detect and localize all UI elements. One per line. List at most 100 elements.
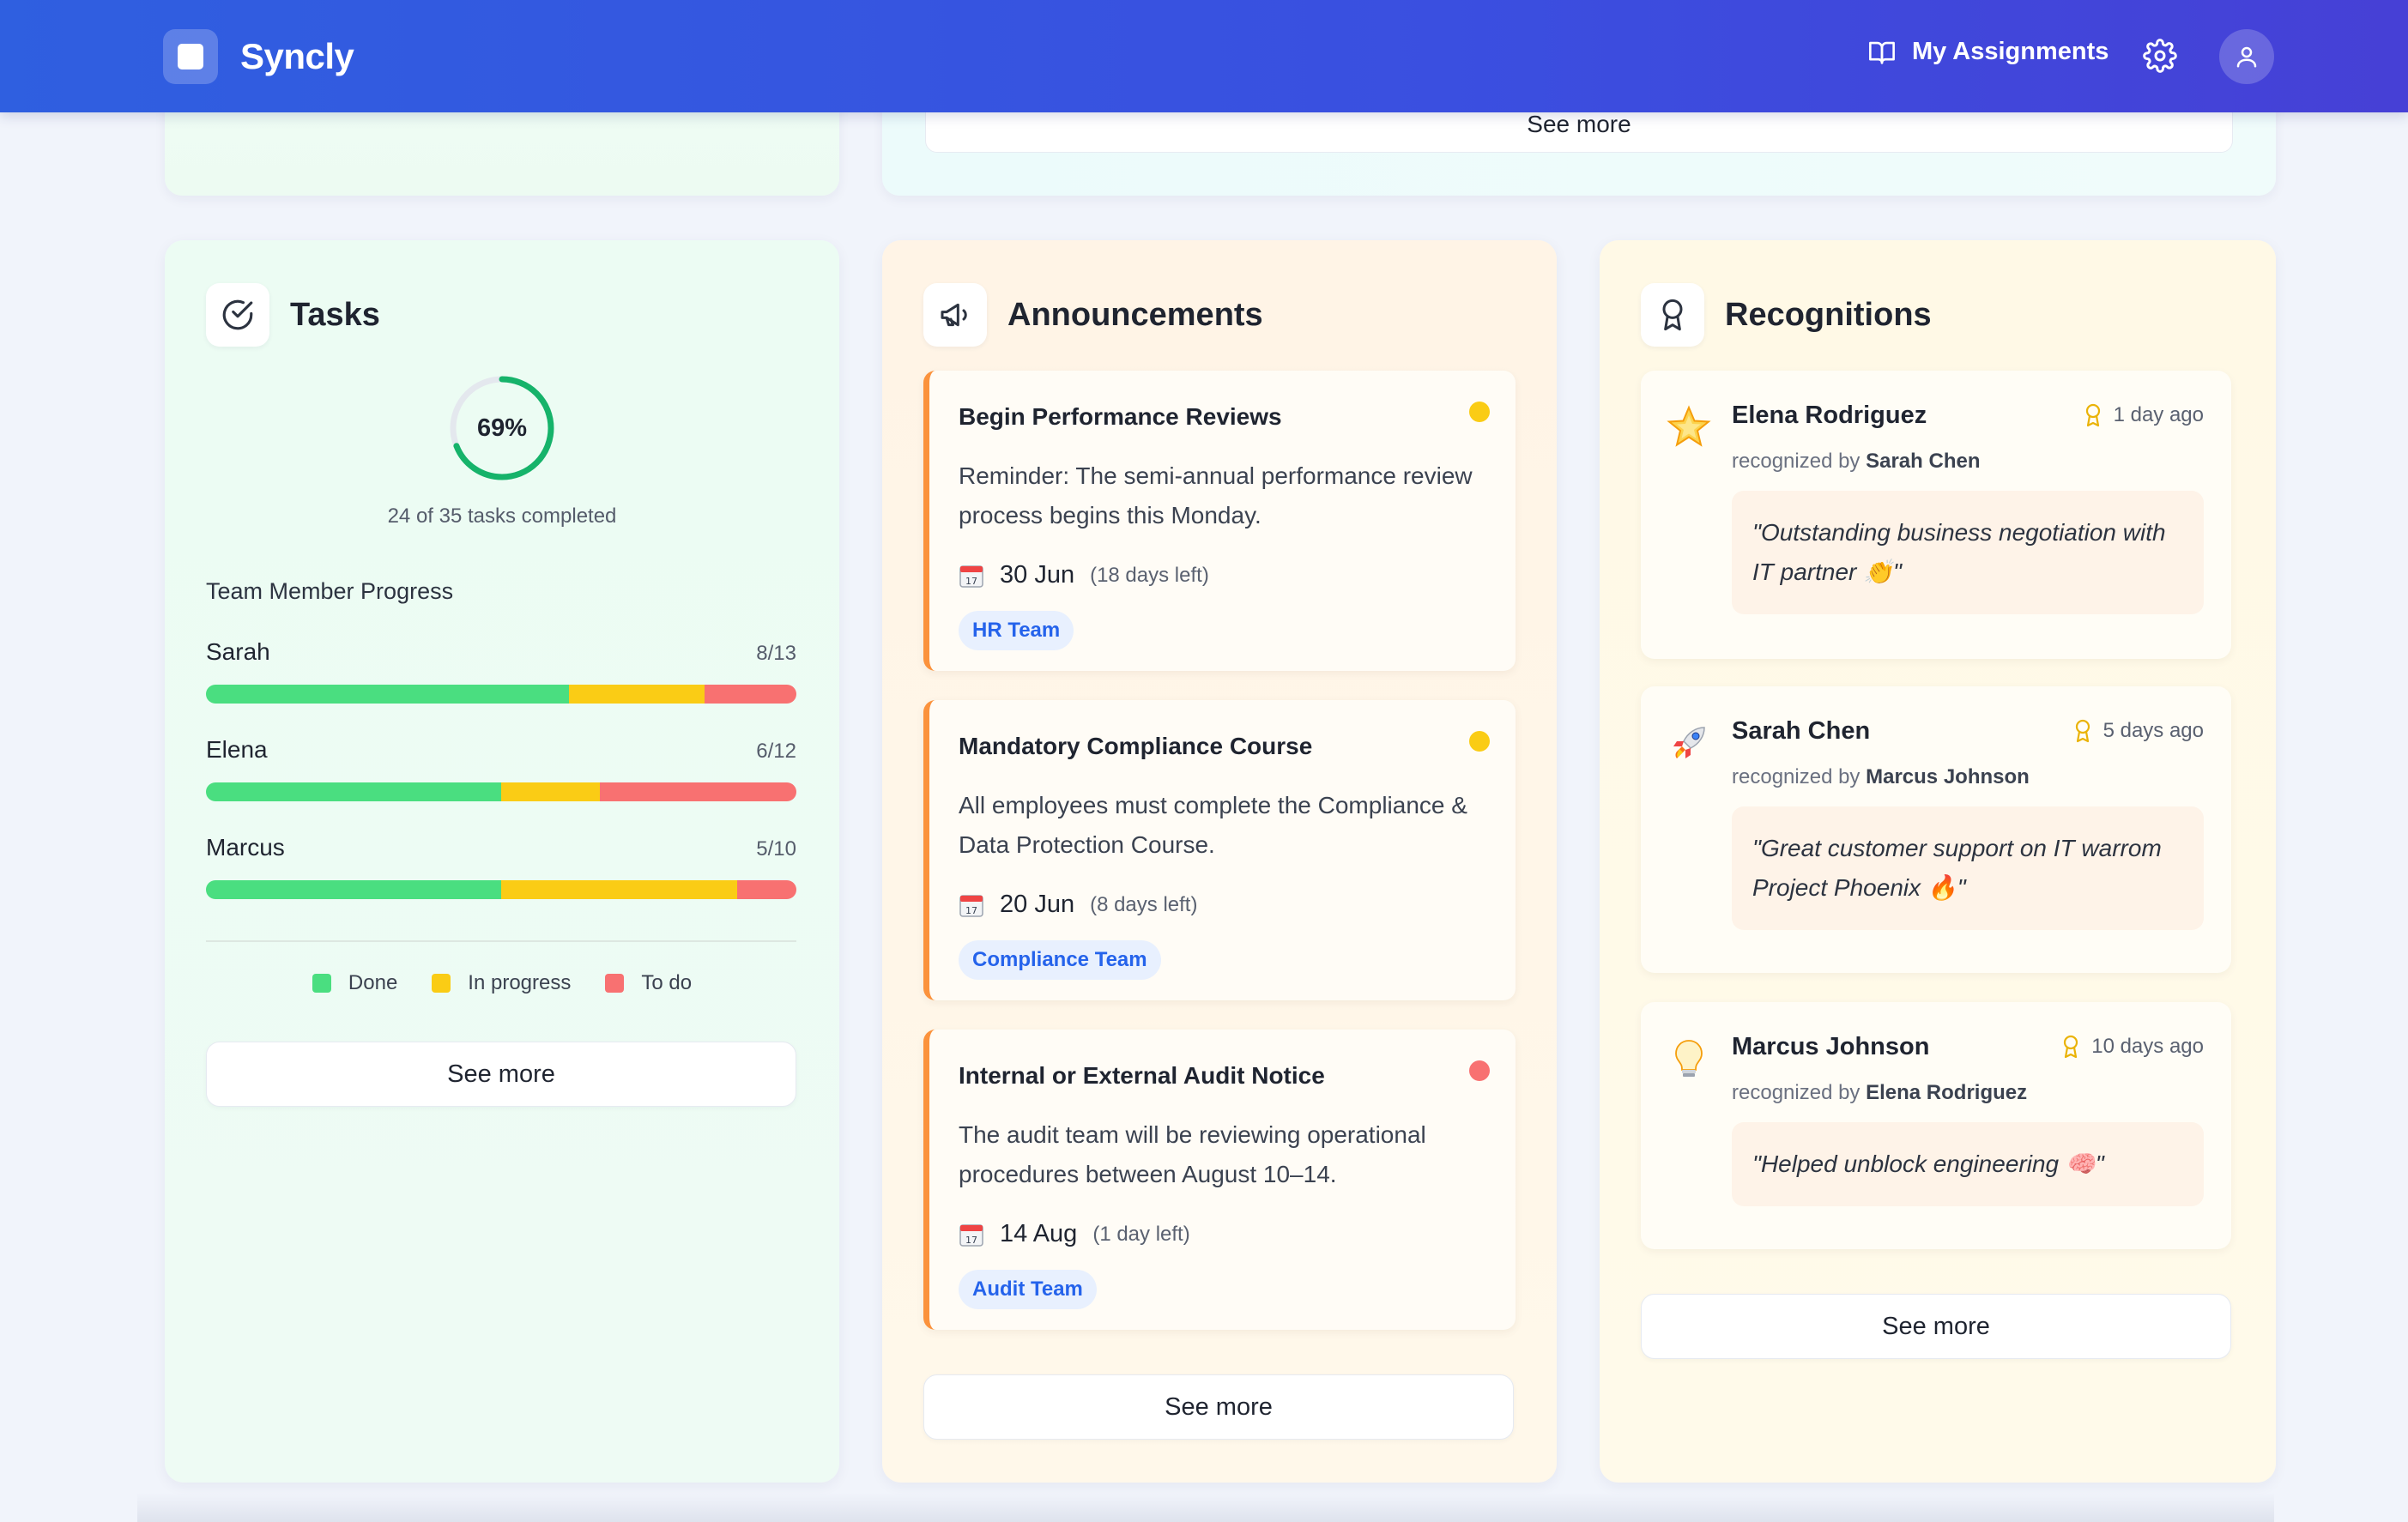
member-count: 5/10 <box>756 837 796 861</box>
recognitions-title: Recognitions <box>1725 296 1932 333</box>
recognition-time: 1 day ago <box>2083 403 2204 427</box>
recognitions-see-more-button[interactable]: See more <box>1641 1294 2231 1359</box>
legend-swatch-todo <box>605 974 625 993</box>
svg-text:17: 17 <box>965 576 977 587</box>
announcement-due: 17 30 Jun (18 days left) <box>959 561 1209 589</box>
lightbulb-icon <box>1675 1040 1703 1077</box>
announcement-due: 17 20 Jun (8 days left) <box>959 891 1197 919</box>
recognition-card[interactable]: Elena Rodriguez 1 day ago recognized by … <box>1641 371 2231 659</box>
my-assignments-label: My Assignments <box>1912 38 2109 65</box>
recognized-by: recognized by Marcus Johnson <box>1732 765 2030 789</box>
calendar-icon: 17 <box>959 894 983 917</box>
days-left: (8 days left) <box>1090 892 1198 916</box>
member-progress-bar <box>206 685 796 704</box>
member-progress-bar <box>206 880 796 899</box>
announcement-body: All employees must complete the Complian… <box>959 792 1467 858</box>
recipient-name: Elena Rodriguez <box>1732 402 1927 429</box>
member-name: Marcus <box>206 834 285 861</box>
member-name: Sarah <box>206 638 270 665</box>
priority-dot <box>1469 402 1490 422</box>
bar-segment-in-progress <box>501 880 738 899</box>
announcement-title: Begin Performance Reviews <box>959 403 1282 430</box>
legend-in-progress-label: In progress <box>468 971 572 994</box>
award-icon <box>1641 283 1704 347</box>
announcement-body: Reminder: The semi-annual performance re… <box>959 462 1473 528</box>
recognized-by: recognized by Elena Rodriguez <box>1732 1081 2027 1105</box>
medal-icon <box>2075 719 2090 743</box>
team-progress-title: Team Member Progress <box>206 578 454 604</box>
divider <box>206 940 796 942</box>
check-circle-icon <box>206 283 269 347</box>
recognition-quote: "Great customer support on IT warrom Pro… <box>1732 806 2204 930</box>
recipient-name: Marcus Johnson <box>1732 1033 1930 1060</box>
legend-todo: To do <box>605 971 692 995</box>
legend-in-progress: In progress <box>432 971 571 995</box>
member-name: Elena <box>206 736 268 763</box>
team-tag[interactable]: HR Team <box>959 611 1074 650</box>
legend-todo-label: To do <box>641 971 693 994</box>
announcement-card[interactable]: Mandatory Compliance Course All employee… <box>923 700 1516 1000</box>
bar-segment-todo <box>705 685 796 704</box>
svg-text:17: 17 <box>965 905 977 916</box>
bar-segment-in-progress <box>501 782 600 801</box>
member-count: 6/12 <box>756 740 796 763</box>
recognition-card[interactable]: Sarah Chen 5 days ago recognized by Marc… <box>1641 686 2231 973</box>
settings-button[interactable] <box>2142 38 2178 74</box>
announcement-title: Internal or External Audit Notice <box>959 1062 1325 1089</box>
member-progress-bar <box>206 782 796 801</box>
user-avatar-button[interactable] <box>2219 29 2274 84</box>
recognized-by: recognized by Sarah Chen <box>1732 450 1980 474</box>
bar-segment-todo <box>599 782 796 801</box>
announcement-card[interactable]: Internal or External Audit Notice The au… <box>923 1030 1516 1330</box>
recognition-time: 5 days ago <box>2072 719 2204 743</box>
member-progress-row: Marcus 5/10 <box>206 834 796 899</box>
recipient-name: Sarah Chen <box>1732 717 1871 745</box>
recognition-card[interactable]: Marcus Johnson 10 days ago recognized by… <box>1641 1002 2231 1249</box>
announcement-body: The audit team will be reviewing operati… <box>959 1121 1426 1187</box>
recognition-time-label: 1 day ago <box>2113 403 2204 426</box>
star-icon <box>1667 405 1711 447</box>
tasks-percent-label: 69% <box>476 414 528 442</box>
gear-icon <box>2143 39 2177 73</box>
calendar-icon: 17 <box>959 1223 983 1247</box>
team-tag[interactable]: Compliance Team <box>959 940 1161 980</box>
days-left: (1 day left) <box>1092 1222 1190 1246</box>
megaphone-icon <box>923 283 987 347</box>
bar-segment-in-progress <box>569 685 705 704</box>
recognizer-name: Sarah Chen <box>1866 450 1981 473</box>
announcement-date: 20 Jun <box>1000 891 1075 918</box>
recognition-time: 10 days ago <box>2060 1035 2204 1059</box>
team-tag[interactable]: Audit Team <box>959 1270 1097 1309</box>
recognized-by-label: recognized by <box>1732 765 1860 788</box>
announcements-header: Announcements <box>923 283 1263 347</box>
recognizer-name: Elena Rodriguez <box>1866 1081 2028 1104</box>
top-navigation-bar: Syncly My Assignments <box>0 0 2408 112</box>
book-icon <box>1869 41 1895 64</box>
tasks-progress-ring <box>450 376 554 480</box>
announcements-title: Announcements <box>1007 296 1263 333</box>
legend-swatch-in-progress <box>432 974 451 993</box>
logo-icon <box>163 29 218 84</box>
recognition-time-label: 10 days ago <box>2091 1035 2204 1058</box>
my-assignments-link[interactable]: My Assignments <box>1867 38 2109 66</box>
bottom-shadow <box>137 1493 2274 1522</box>
announcement-date: 14 Aug <box>1000 1220 1078 1247</box>
recognition-time-label: 5 days ago <box>2102 719 2204 742</box>
bar-segment-done <box>206 782 501 801</box>
rocket-icon <box>1673 727 1705 758</box>
brand[interactable]: Syncly <box>163 29 354 84</box>
legend-done-label: Done <box>348 971 398 994</box>
recognition-quote: "Outstanding business negotiation with I… <box>1732 491 2204 614</box>
announcements-see-more-button[interactable]: See more <box>923 1374 1514 1440</box>
tasks-see-more-button[interactable]: See more <box>206 1042 796 1107</box>
priority-dot <box>1469 731 1490 752</box>
recognized-by-label: recognized by <box>1732 1081 1860 1104</box>
announcement-card[interactable]: Begin Performance Reviews Reminder: The … <box>923 371 1516 671</box>
member-progress-row: Sarah 8/13 <box>206 638 796 704</box>
calendar-icon: 17 <box>959 565 983 588</box>
recognitions-header: Recognitions <box>1641 283 1932 347</box>
announcements-panel: Announcements Begin Performance Reviews … <box>882 240 1557 1483</box>
announcement-title: Mandatory Compliance Course <box>959 733 1313 759</box>
announcement-date: 30 Jun <box>1000 561 1075 589</box>
tasks-title: Tasks <box>290 296 380 333</box>
